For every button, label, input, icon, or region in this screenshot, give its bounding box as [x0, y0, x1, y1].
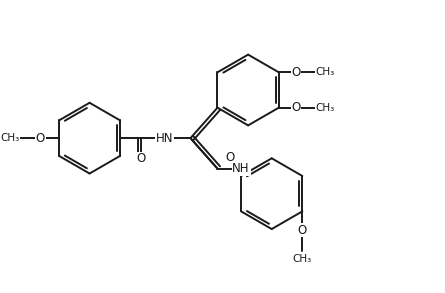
Text: O: O — [36, 132, 45, 145]
Text: CH₃: CH₃ — [316, 67, 335, 77]
Text: O: O — [298, 224, 307, 236]
Text: O: O — [226, 151, 235, 164]
Text: CH₃: CH₃ — [0, 133, 20, 143]
Text: O: O — [291, 66, 300, 79]
Text: CH₃: CH₃ — [316, 103, 335, 113]
Text: HN: HN — [156, 132, 173, 145]
Text: CH₃: CH₃ — [293, 253, 312, 263]
Text: NH: NH — [232, 162, 250, 175]
Text: O: O — [136, 152, 146, 165]
Text: O: O — [291, 101, 300, 114]
